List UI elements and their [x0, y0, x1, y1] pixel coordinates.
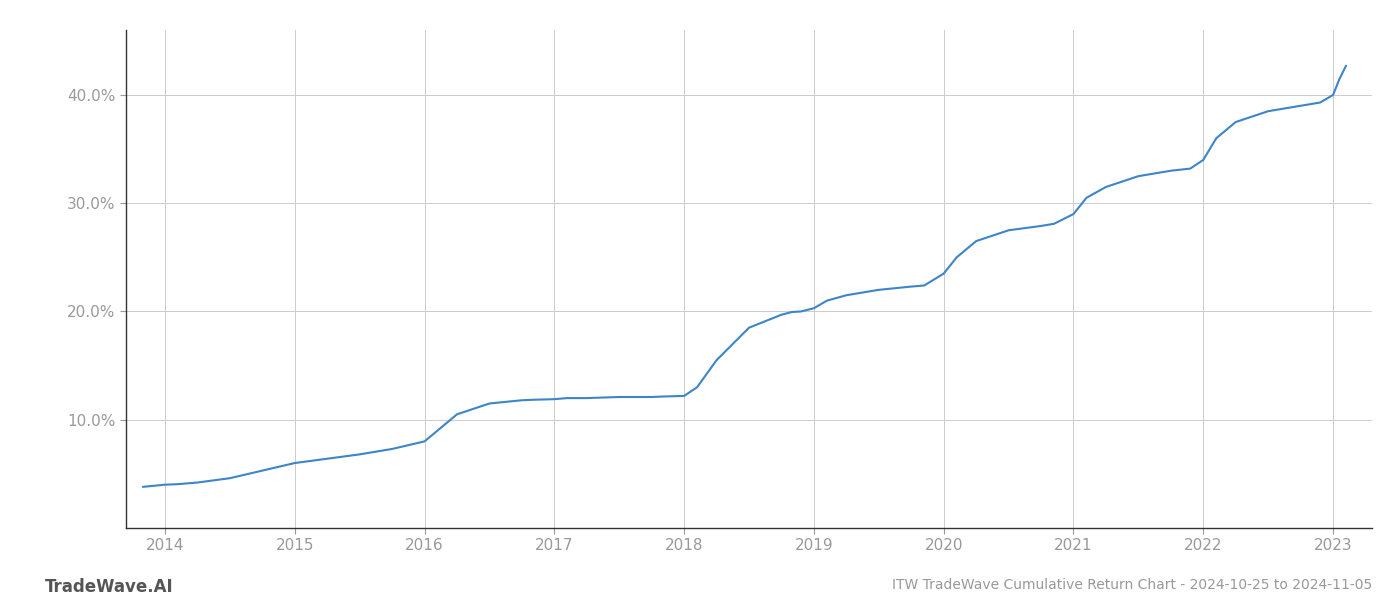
Text: TradeWave.AI: TradeWave.AI — [45, 578, 174, 596]
Text: ITW TradeWave Cumulative Return Chart - 2024-10-25 to 2024-11-05: ITW TradeWave Cumulative Return Chart - … — [892, 578, 1372, 592]
